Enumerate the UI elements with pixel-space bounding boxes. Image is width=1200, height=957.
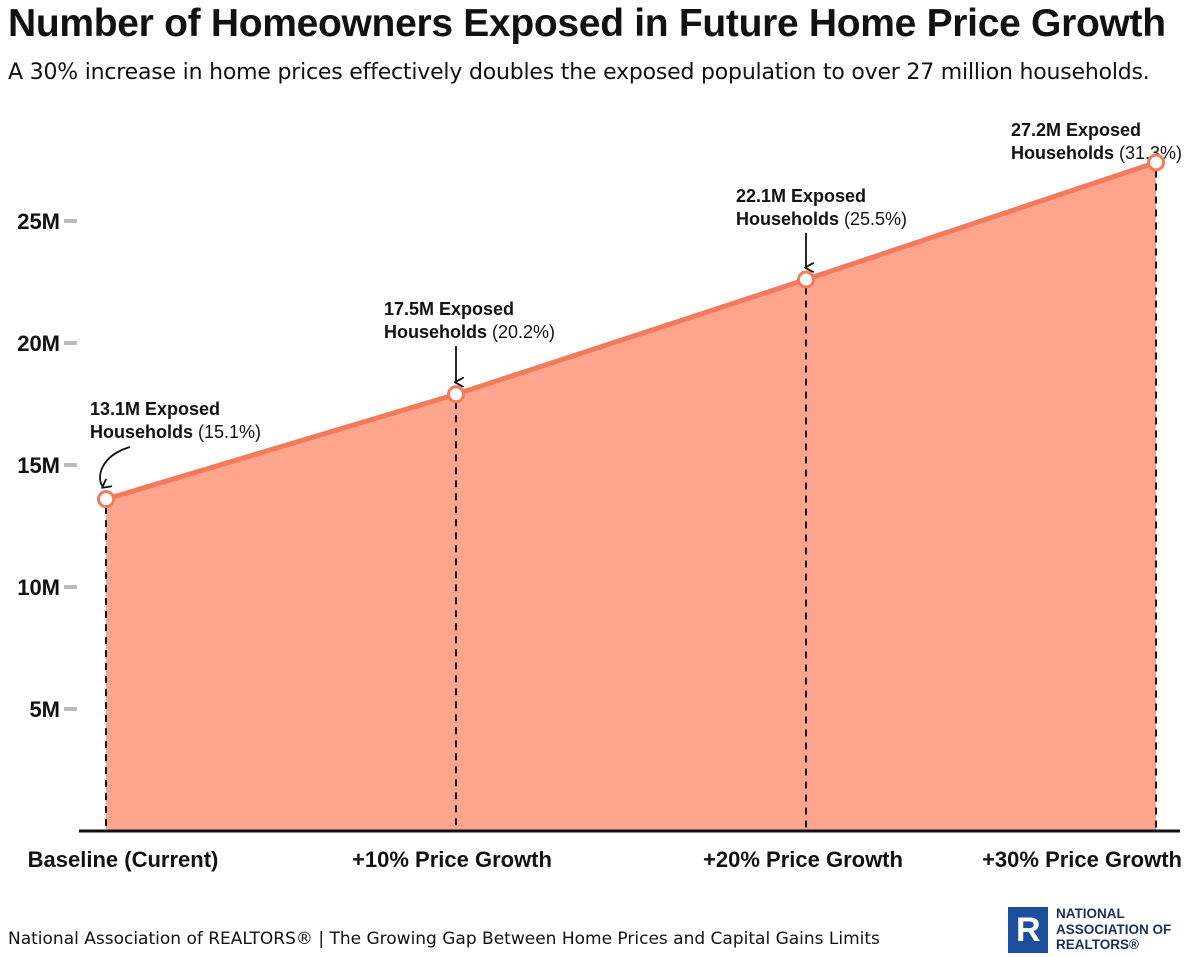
annotation-arrow: [99, 446, 131, 487]
data-point: [447, 385, 465, 404]
area-fill: [106, 162, 1156, 831]
y-tick-label: 15M: [17, 453, 60, 478]
y-tick-label: 20M: [17, 331, 60, 356]
data-label: 27.2M Exposed Households (31.3%): [1011, 120, 1182, 163]
data-point: [97, 490, 115, 509]
nar-logo: R NATIONAL ASSOCIATION OF REALTORS®: [1008, 905, 1194, 955]
y-tick-label: 25M: [17, 209, 60, 234]
logo-wordmark: NATIONAL ASSOCIATION OF REALTORS®: [1056, 906, 1172, 952]
data-label-value: 13.1M Exposed: [90, 399, 220, 419]
x-category-label: +10% Price Growth: [352, 847, 552, 872]
data-label-value: 27.2M Exposed: [1011, 120, 1141, 140]
data-label-share: Households (15.1%): [90, 422, 261, 442]
realtor-r-logo-mark: R: [1008, 907, 1048, 953]
data-label-value: 22.1M Exposed: [736, 186, 866, 206]
source-note: National Association of REALTORS® | The …: [8, 929, 880, 949]
data-label-value: 17.5M Exposed: [384, 299, 514, 319]
series-line: [105, 160, 1157, 502]
y-tick-label: 5M: [29, 697, 60, 722]
x-category-label: Baseline (Current): [28, 847, 219, 872]
data-point: [797, 270, 815, 289]
x-category-label: +20% Price Growth: [703, 847, 903, 872]
data-label: 22.1M Exposed Households (25.5%): [736, 186, 907, 229]
y-tick-label: 10M: [17, 575, 60, 600]
x-category-label: +30% Price Growth: [982, 847, 1182, 872]
chart-title: Number of Homeowners Exposed in Future H…: [8, 2, 1166, 45]
data-point: [1147, 153, 1165, 172]
chart-subtitle: A 30% increase in home prices effectivel…: [8, 60, 1150, 85]
data-label: 17.5M Exposed Households (20.2%): [384, 299, 555, 342]
data-label: 13.1M Exposed Households (15.1%): [90, 399, 261, 442]
data-label-share: Households (25.5%): [736, 209, 907, 229]
data-label-share: Households (20.2%): [384, 322, 555, 342]
data-label-share: Households (31.3%): [1011, 143, 1182, 163]
